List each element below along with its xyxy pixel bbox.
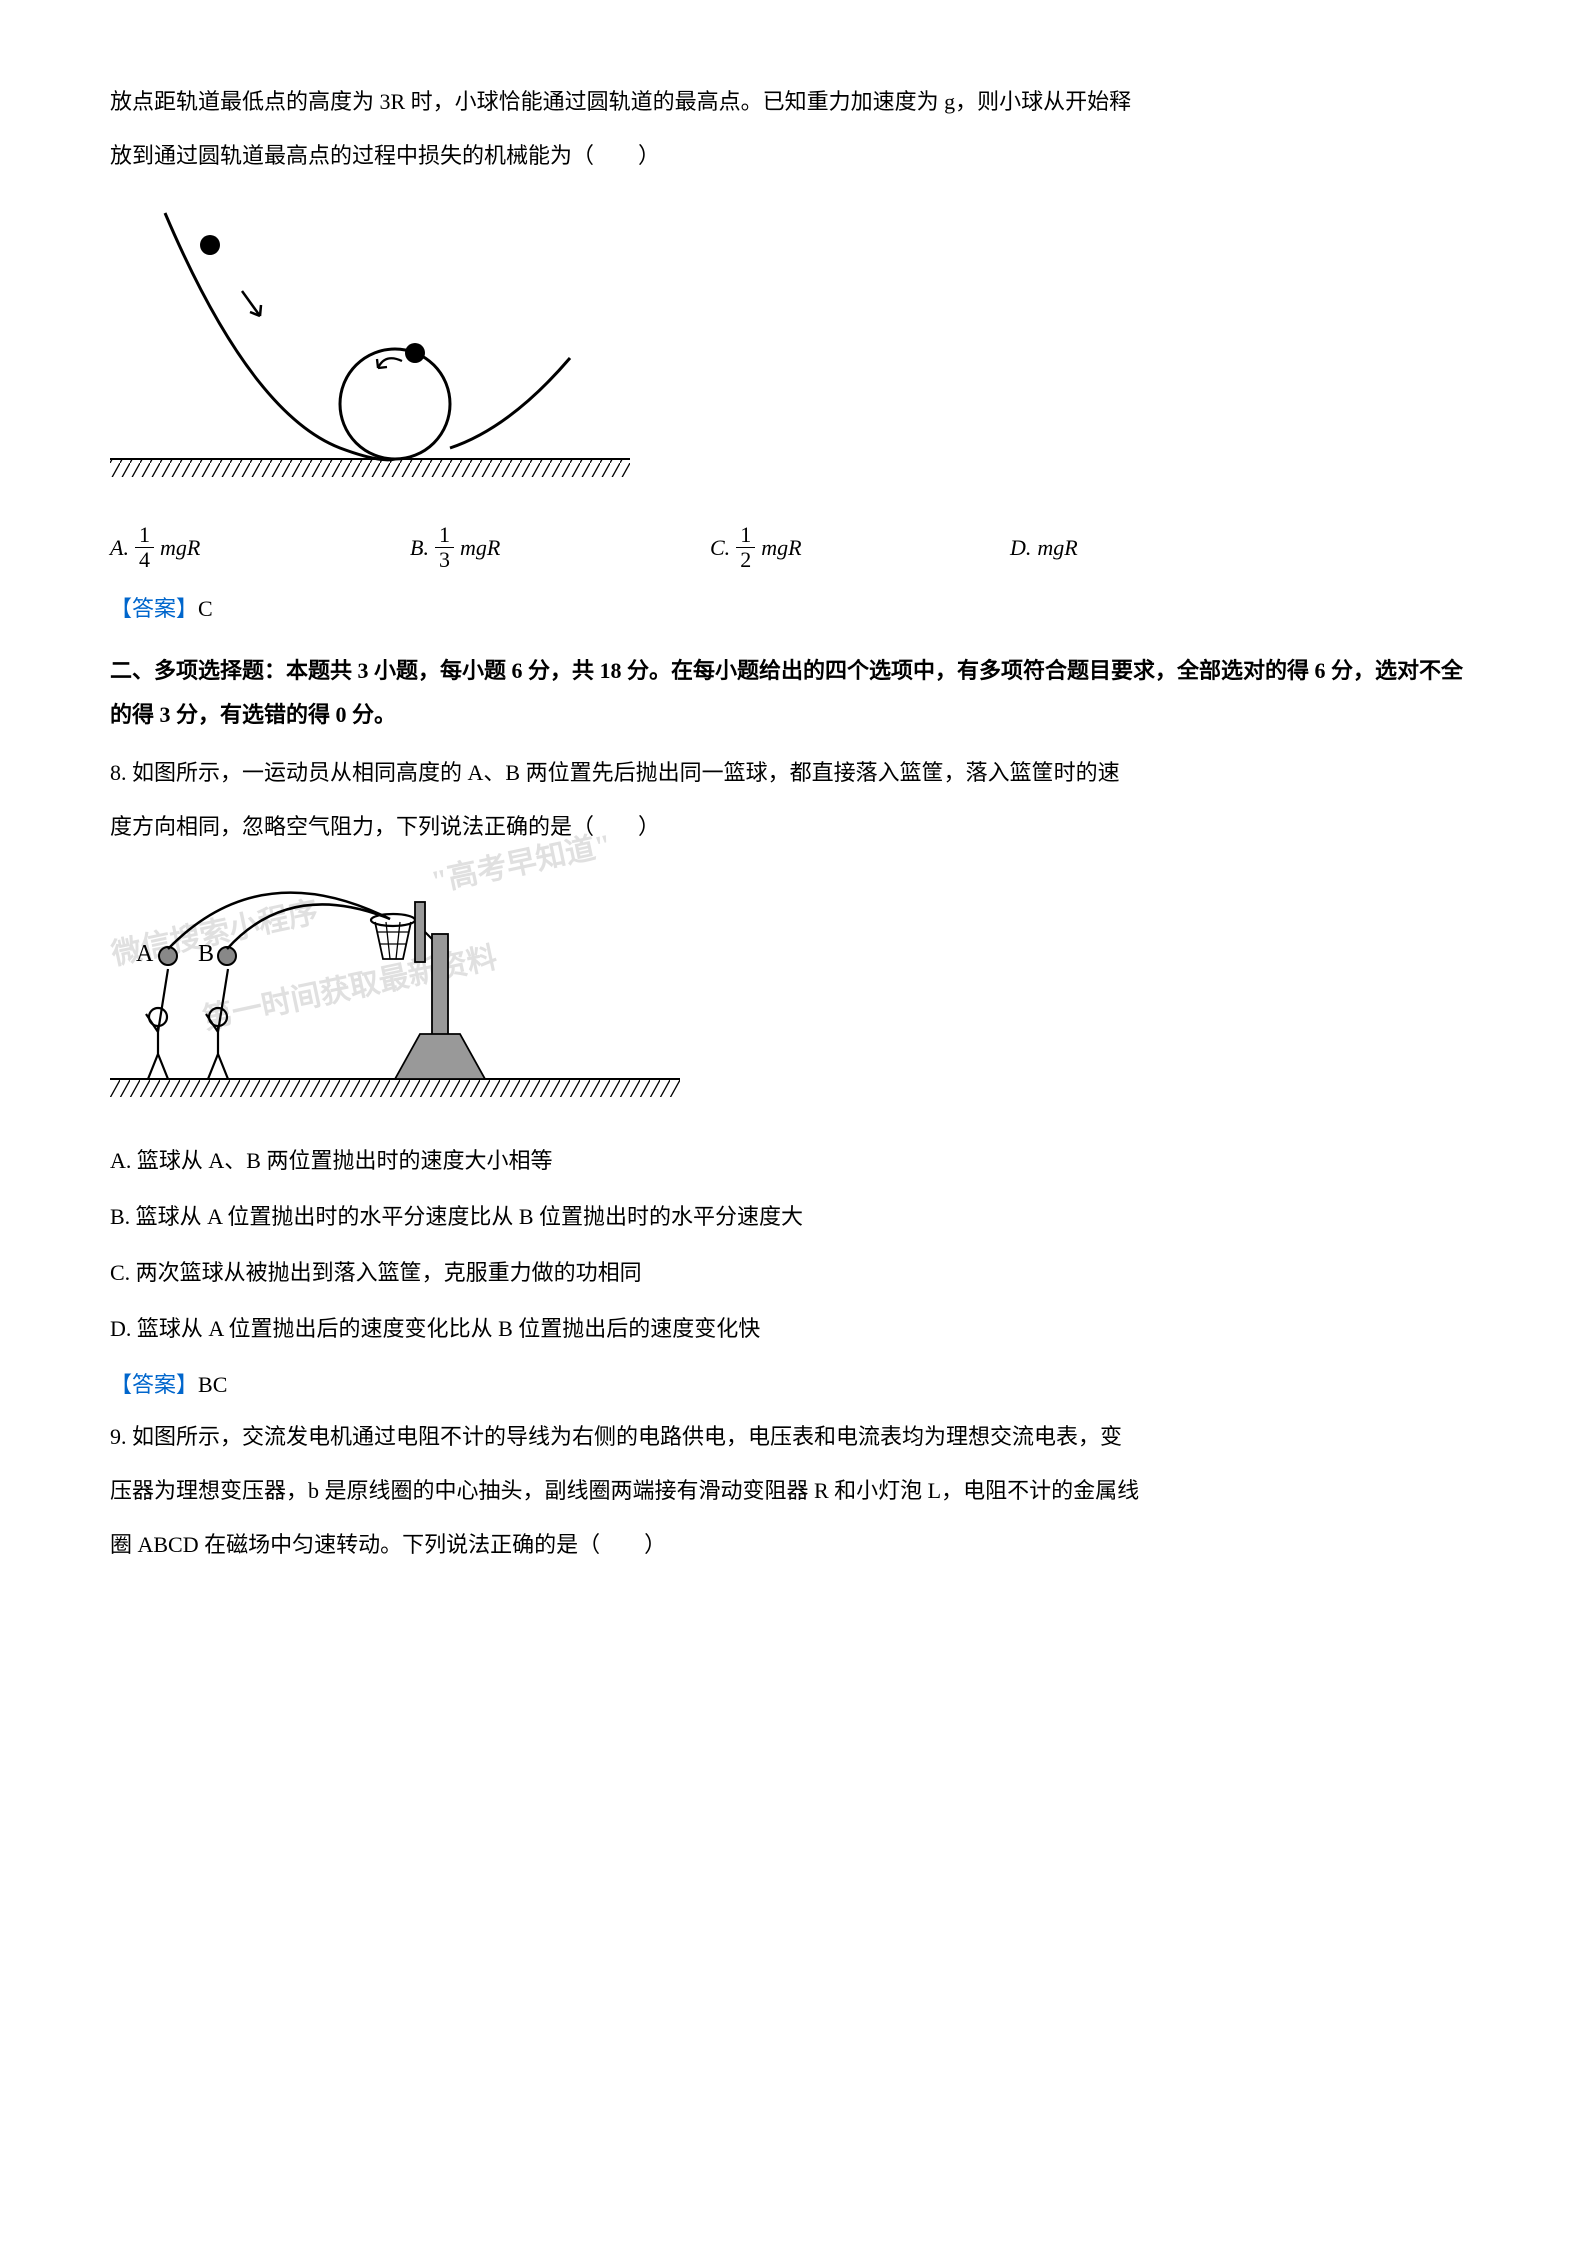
option-label: B. — [410, 526, 429, 570]
q8-option-b: B. 篮球从 A 位置抛出时的水平分速度比从 B 位置抛出时的水平分速度大 — [110, 1195, 1477, 1239]
q9-line1: 9. 如图所示，交流发电机通过电阻不计的导线为右侧的电路供电，电压表和电流表均为… — [110, 1415, 1477, 1459]
option-tail: mgR — [761, 526, 801, 570]
fraction: 1 4 — [135, 523, 154, 572]
numerator: 1 — [736, 523, 755, 548]
q7-option-d: D. mgR — [1010, 526, 1078, 570]
q7-text-line1: 放点距轨道最低点的高度为 3R 时，小球恰能通过圆轨道的最高点。已知重力加速度为… — [110, 80, 1477, 124]
q8-option-c: C. 两次篮球从被抛出到落入篮筐，克服重力做的功相同 — [110, 1251, 1477, 1295]
q7-figure — [110, 193, 1477, 508]
option-text: A. 篮球从 A、B 两位置抛出时的速度大小相等 — [110, 1148, 552, 1173]
option-text: B. 篮球从 A 位置抛出时的水平分速度比从 B 位置抛出时的水平分速度大 — [110, 1204, 803, 1229]
q8-option-a: A. 篮球从 A、B 两位置抛出时的速度大小相等 — [110, 1139, 1477, 1183]
option-tail: mgR — [1037, 526, 1077, 570]
option-text: D. 篮球从 A 位置抛出后的速度变化比从 B 位置抛出后的速度变化快 — [110, 1316, 760, 1341]
q7-answer: 【答案】C — [110, 587, 1477, 631]
label-b: B — [198, 941, 214, 967]
q8-line1: 8. 如图所示，一运动员从相同高度的 A、B 两位置先后抛出同一篮球，都直接落入… — [110, 751, 1477, 795]
fraction: 1 3 — [435, 523, 454, 572]
q7-option-a: A. 1 4 mgR — [110, 523, 410, 572]
answer-value: C — [198, 596, 213, 621]
option-label: A. — [110, 526, 129, 570]
section2-heading: 二、多项选择题：本题共 3 小题，每小题 6 分，共 18 分。在每小题给出的四… — [110, 649, 1477, 737]
answer-label: 【答案】 — [110, 1372, 198, 1397]
fraction: 1 2 — [736, 523, 755, 572]
q8-line2: 度方向相同，忽略空气阻力，下列说法正确的是（ ） — [110, 805, 1477, 849]
numerator: 1 — [135, 523, 154, 548]
q7-options: A. 1 4 mgR B. 1 3 mgR C. 1 2 mgR D. mgR — [110, 523, 1477, 572]
denominator: 3 — [435, 548, 454, 572]
numerator: 1 — [435, 523, 454, 548]
q9-line2: 压器为理想变压器，b 是原线圈的中心抽头，副线圈两端接有滑动变阻器 R 和小灯泡… — [110, 1469, 1477, 1513]
option-tail: mgR — [460, 526, 500, 570]
q8-figure: "高考早知道" 微信搜索小程序 第一时间获取最新资料 A B — [110, 864, 1477, 1124]
option-label: D. — [1010, 526, 1031, 570]
q7-option-c: C. 1 2 mgR — [710, 523, 1010, 572]
answer-value: BC — [198, 1372, 227, 1397]
q8-answer: 【答案】BC — [110, 1363, 1477, 1407]
option-text: C. 两次篮球从被抛出到落入篮筐，克服重力做的功相同 — [110, 1260, 642, 1285]
label-a: A — [136, 941, 154, 967]
q9-line3: 圈 ABCD 在磁场中匀速转动。下列说法正确的是（ ） — [110, 1523, 1477, 1567]
answer-label: 【答案】 — [110, 596, 198, 621]
option-label: C. — [710, 526, 730, 570]
option-tail: mgR — [160, 526, 200, 570]
q7-option-b: B. 1 3 mgR — [410, 523, 710, 572]
denominator: 2 — [736, 548, 755, 572]
denominator: 4 — [135, 548, 154, 572]
q7-text-line2: 放到通过圆轨道最高点的过程中损失的机械能为（ ） — [110, 134, 1477, 178]
q8-option-d: D. 篮球从 A 位置抛出后的速度变化比从 B 位置抛出后的速度变化快 — [110, 1307, 1477, 1351]
